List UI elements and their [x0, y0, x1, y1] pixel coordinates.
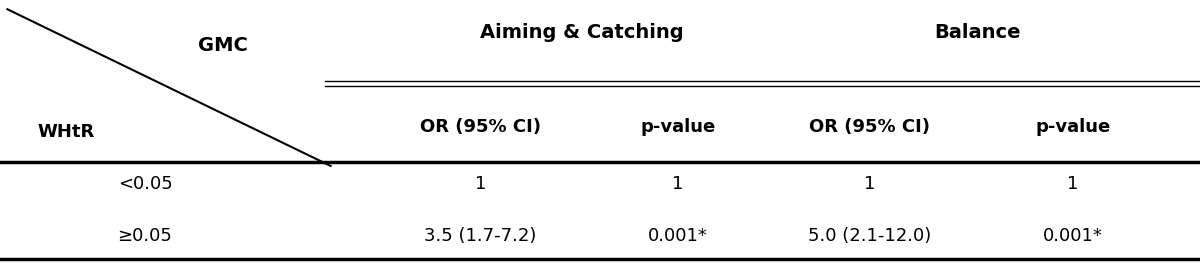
Text: 1: 1 [672, 175, 684, 193]
Text: Balance: Balance [934, 23, 1020, 42]
Text: OR (95% CI): OR (95% CI) [420, 118, 541, 136]
Text: 0.001*: 0.001* [1043, 228, 1103, 246]
Text: p-value: p-value [640, 118, 715, 136]
Text: 5.0 (2.1-12.0): 5.0 (2.1-12.0) [808, 228, 931, 246]
Text: Aiming & Catching: Aiming & Catching [480, 23, 684, 42]
Text: 1: 1 [1067, 175, 1079, 193]
Text: 3.5 (1.7-7.2): 3.5 (1.7-7.2) [424, 228, 536, 246]
Text: WHtR: WHtR [37, 123, 95, 141]
Text: 1: 1 [474, 175, 486, 193]
Text: <0.05: <0.05 [118, 175, 173, 193]
Text: 0.001*: 0.001* [648, 228, 708, 246]
Text: 1: 1 [864, 175, 875, 193]
Text: GMC: GMC [198, 36, 248, 55]
Text: ≥0.05: ≥0.05 [118, 228, 173, 246]
Text: p-value: p-value [1036, 118, 1110, 136]
Text: OR (95% CI): OR (95% CI) [809, 118, 930, 136]
